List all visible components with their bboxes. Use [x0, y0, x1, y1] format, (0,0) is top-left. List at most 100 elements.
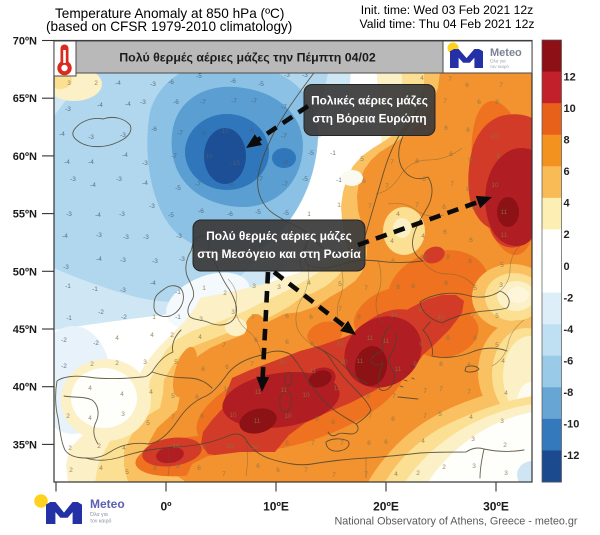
svg-text:8: 8	[468, 258, 472, 265]
svg-text:-3: -3	[302, 72, 308, 79]
svg-text:4: 4	[504, 390, 508, 397]
svg-text:5: 5	[360, 156, 364, 163]
svg-text:11: 11	[501, 232, 508, 239]
svg-text:6: 6	[469, 237, 473, 244]
svg-text:11: 11	[383, 338, 390, 345]
svg-text:3: 3	[121, 411, 125, 418]
svg-text:-4: -4	[64, 159, 70, 166]
svg-text:2: 2	[223, 290, 227, 297]
svg-text:5: 5	[146, 420, 150, 427]
svg-text:7: 7	[222, 471, 226, 478]
svg-text:-2: -2	[61, 337, 67, 344]
svg-text:10: 10	[302, 392, 310, 399]
svg-text:-6: -6	[198, 208, 204, 215]
svg-text:-4: -4	[95, 212, 101, 219]
svg-text:Όλα για: Όλα για	[489, 59, 506, 64]
svg-text:-4: -4	[88, 159, 94, 166]
svg-text:-3: -3	[150, 81, 156, 88]
svg-text:6: 6	[367, 440, 371, 447]
svg-text:9: 9	[419, 341, 423, 348]
svg-text:-4: -4	[97, 102, 103, 109]
svg-text:8: 8	[315, 416, 319, 423]
svg-text:6: 6	[254, 337, 258, 344]
svg-text:-6: -6	[227, 211, 233, 218]
svg-text:10: 10	[340, 359, 348, 366]
svg-text:5: 5	[473, 285, 477, 292]
svg-text:-4: -4	[62, 233, 68, 240]
svg-text:-1: -1	[336, 177, 342, 184]
svg-text:6: 6	[439, 361, 443, 368]
svg-text:4: 4	[120, 391, 124, 398]
svg-text:6: 6	[473, 335, 477, 342]
svg-text:5: 5	[171, 393, 175, 400]
svg-text:4: 4	[564, 198, 571, 210]
svg-text:11: 11	[334, 385, 341, 392]
svg-text:6: 6	[225, 364, 229, 371]
svg-text:11: 11	[281, 387, 288, 394]
svg-text:10: 10	[229, 412, 237, 419]
svg-text:6: 6	[422, 176, 426, 183]
svg-text:-3: -3	[88, 134, 94, 141]
svg-text:-8: -8	[282, 159, 288, 166]
svg-text:-6: -6	[173, 99, 179, 106]
svg-text:-10: -10	[203, 153, 213, 160]
svg-text:8: 8	[331, 419, 335, 426]
svg-text:5: 5	[125, 469, 129, 476]
svg-text:2: 2	[68, 445, 72, 452]
svg-text:-1: -1	[330, 150, 336, 157]
svg-text:3: 3	[252, 283, 256, 290]
svg-text:10: 10	[471, 204, 479, 211]
svg-text:5: 5	[338, 281, 342, 288]
svg-text:1: 1	[152, 314, 156, 321]
svg-text:-6: -6	[564, 356, 574, 368]
svg-text:National Observatory of Athens: National Observatory of Athens, Greece -…	[334, 516, 577, 528]
svg-text:-3: -3	[66, 211, 72, 218]
svg-text:1: 1	[202, 285, 206, 292]
svg-text:-5: -5	[308, 150, 314, 157]
svg-text:Πολύ θερμές αέριες μάζες: Πολύ θερμές αέριες μάζες	[206, 229, 352, 243]
svg-text:6: 6	[309, 314, 313, 321]
svg-text:4: 4	[122, 445, 126, 452]
svg-text:4: 4	[390, 238, 394, 245]
svg-text:60ºN: 60ºN	[13, 151, 37, 163]
svg-text:7: 7	[392, 393, 396, 400]
svg-text:6: 6	[449, 151, 453, 158]
svg-text:-3: -3	[176, 233, 182, 240]
svg-text:4: 4	[421, 233, 425, 240]
svg-text:8: 8	[446, 254, 450, 261]
svg-text:5: 5	[174, 359, 178, 366]
svg-text:7: 7	[467, 389, 471, 396]
svg-text:-8: -8	[228, 181, 234, 188]
svg-text:4: 4	[115, 335, 119, 342]
svg-text:-2: -2	[61, 363, 67, 370]
svg-text:3: 3	[67, 80, 71, 87]
svg-text:-3: -3	[152, 258, 158, 265]
svg-text:4: 4	[396, 211, 400, 218]
svg-text:2: 2	[564, 229, 570, 241]
svg-text:10: 10	[223, 386, 231, 393]
svg-text:-7: -7	[281, 133, 287, 140]
svg-text:2: 2	[94, 80, 98, 87]
svg-text:12: 12	[564, 71, 576, 83]
svg-text:10: 10	[390, 312, 398, 319]
svg-text:6: 6	[477, 99, 481, 106]
svg-text:5: 5	[438, 411, 442, 418]
svg-text:9: 9	[468, 157, 472, 164]
svg-text:10ºE: 10ºE	[263, 500, 289, 514]
svg-text:-1: -1	[65, 283, 71, 290]
svg-text:6: 6	[285, 313, 289, 320]
svg-text:10: 10	[564, 103, 576, 115]
svg-text:3: 3	[500, 418, 504, 425]
svg-text:1: 1	[307, 211, 311, 218]
svg-text:7: 7	[340, 440, 344, 447]
svg-text:6: 6	[256, 463, 260, 470]
svg-text:Όλα για: Όλα για	[89, 512, 108, 518]
svg-text:6: 6	[201, 366, 205, 373]
svg-text:10: 10	[420, 254, 428, 261]
svg-text:-5: -5	[168, 212, 174, 219]
svg-text:-4: -4	[122, 152, 128, 159]
svg-text:-3: -3	[123, 234, 129, 241]
svg-text:7: 7	[450, 181, 454, 188]
svg-text:-3: -3	[70, 176, 76, 183]
svg-text:-7: -7	[257, 176, 263, 183]
